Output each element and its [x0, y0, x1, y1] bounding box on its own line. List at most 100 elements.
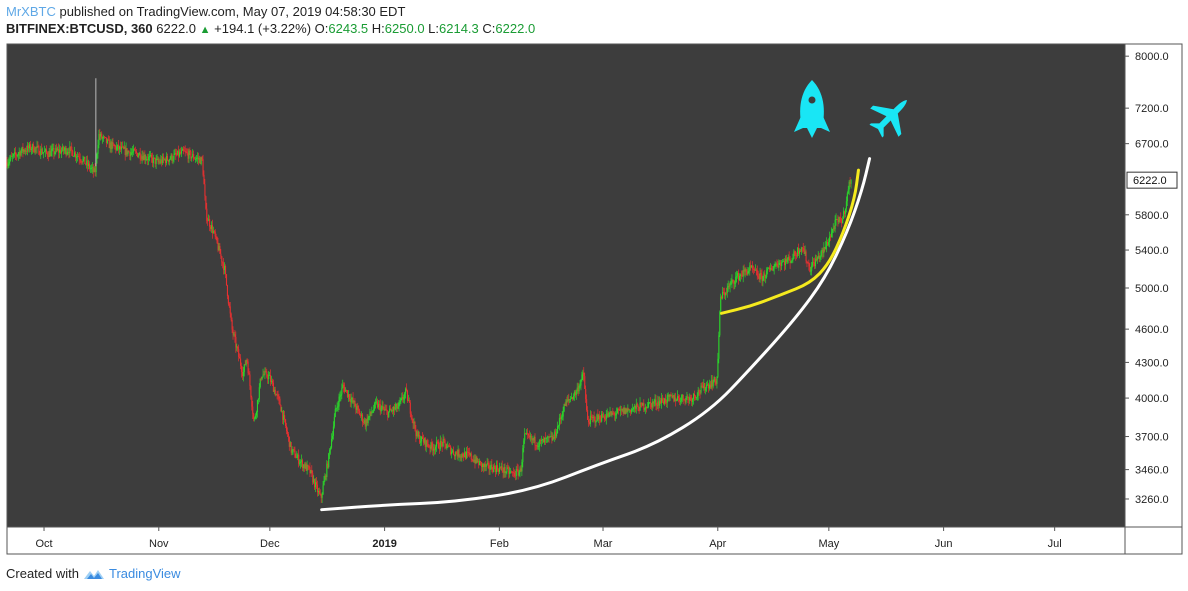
close-label: C:	[482, 21, 496, 36]
candle-body	[433, 448, 435, 451]
candle-body	[708, 384, 711, 389]
author-link[interactable]: MrXBTC	[6, 4, 56, 19]
candle-body	[480, 461, 482, 463]
candle	[506, 465, 508, 475]
candle-body	[635, 403, 637, 409]
candle	[248, 368, 250, 375]
candle	[320, 493, 322, 503]
candle-body	[358, 407, 360, 411]
price-chart[interactable]: 8000.07200.06700.05800.05400.05000.04600…	[0, 42, 1188, 556]
candle-body	[145, 159, 147, 161]
candle	[605, 410, 607, 425]
candle-body	[405, 388, 407, 394]
candle-body	[336, 406, 338, 409]
candle	[88, 159, 90, 170]
candle-body	[278, 396, 280, 399]
candle-body	[751, 265, 753, 268]
candle	[54, 151, 56, 157]
candle	[437, 439, 440, 449]
y-tick-label: 3460.0	[1135, 465, 1169, 477]
candle	[458, 448, 460, 458]
candle	[293, 446, 295, 453]
candle	[206, 202, 208, 224]
candle-body	[812, 262, 814, 266]
candle	[166, 153, 168, 162]
candle	[335, 407, 337, 412]
candle-body	[393, 406, 395, 410]
candle-body	[546, 437, 548, 438]
candle-body	[623, 408, 625, 414]
candle-body	[310, 470, 312, 474]
candle	[64, 145, 66, 155]
candle-body	[423, 438, 425, 443]
time-axis	[6, 526, 1126, 555]
candle-body	[833, 228, 835, 230]
candle	[44, 145, 46, 153]
candle	[502, 467, 504, 479]
candle	[109, 139, 111, 153]
candle	[825, 241, 827, 250]
candle-body	[343, 384, 345, 387]
candle	[14, 146, 17, 160]
candle	[526, 428, 529, 440]
candle	[381, 400, 383, 411]
candle-body	[448, 445, 450, 447]
candle	[391, 408, 393, 413]
candle-body	[22, 147, 24, 152]
candle-body	[23, 149, 25, 152]
candle	[789, 256, 791, 269]
candle-body	[195, 158, 198, 160]
candle-body	[478, 460, 480, 466]
tradingview-brand[interactable]: TradingView	[108, 566, 181, 581]
candle-body	[600, 420, 602, 422]
candle	[528, 430, 530, 440]
candle-body	[48, 150, 50, 158]
candle	[788, 251, 790, 261]
candle	[668, 394, 670, 402]
candle-body	[605, 415, 607, 420]
candle	[463, 452, 465, 462]
candle-body	[556, 433, 558, 437]
candle	[465, 451, 467, 460]
candle	[500, 462, 502, 471]
candle	[486, 457, 488, 466]
x-tick-label: Jul	[1048, 538, 1062, 550]
candle	[844, 208, 847, 218]
candle-body	[416, 431, 418, 437]
candle	[729, 281, 731, 293]
candle-body	[677, 396, 680, 399]
candle-body	[238, 349, 240, 357]
candle-body	[807, 262, 809, 264]
candle-body	[164, 159, 167, 164]
candle	[69, 141, 71, 158]
up-triangle-icon: ▲	[199, 24, 211, 36]
candle	[727, 280, 729, 292]
candle	[343, 382, 345, 393]
candle-body	[417, 431, 419, 437]
candle-body	[634, 405, 636, 409]
candle-body	[425, 440, 427, 447]
candle	[421, 436, 423, 446]
candle-body	[606, 413, 608, 416]
candle-body	[74, 152, 77, 158]
candle	[391, 406, 394, 415]
candle-body	[695, 397, 697, 399]
candle-body	[136, 153, 138, 158]
candle	[512, 467, 515, 478]
candle	[270, 369, 272, 386]
candle-body	[385, 409, 387, 411]
candle-body	[291, 449, 293, 453]
candle	[15, 152, 17, 161]
candle	[485, 464, 487, 472]
candle-body	[752, 265, 754, 270]
candle	[457, 445, 459, 461]
candle	[723, 287, 726, 299]
candle	[842, 216, 844, 224]
candle	[797, 246, 799, 258]
candle-body	[249, 374, 251, 387]
candle	[29, 140, 32, 153]
candle	[423, 437, 425, 445]
candle	[434, 444, 436, 455]
candle	[330, 433, 333, 450]
candle	[475, 454, 477, 465]
